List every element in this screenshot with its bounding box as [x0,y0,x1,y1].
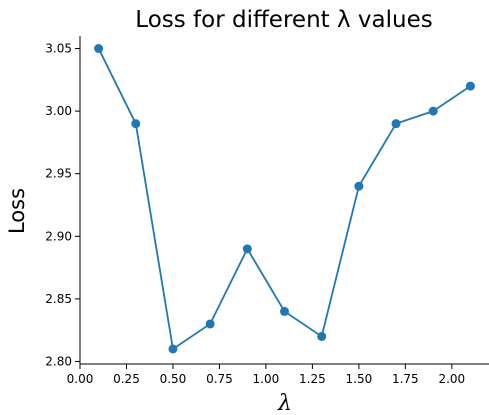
data-point [465,81,475,91]
chart-title: Loss for different λ values [135,7,432,33]
data-point [205,319,215,329]
y-tick-label: 2.80 [45,354,72,368]
x-tick-label: 1.00 [253,372,280,386]
data-point [280,306,289,316]
series-line [97,48,471,351]
x-tick-label: 1.75 [392,372,419,386]
data-point [354,181,364,191]
x-axis-label: λ [277,391,292,415]
y-tick-label: 2.90 [45,229,72,243]
x-tick-label: 0.25 [113,372,140,386]
x-tick-label: 2.00 [438,372,465,386]
y-tick-label: 3.00 [45,104,72,118]
data-point [242,244,252,254]
y-tick-label: 2.95 [45,167,72,181]
data-point [131,119,141,129]
y-axis-label: Loss [5,188,29,234]
x-tick-label: 1.25 [299,372,326,386]
data-point [428,106,438,116]
data-point [317,331,327,341]
y-tick-label: 2.85 [45,292,72,306]
y-ticks: 2.80 2.85 2.90 2.95 3.00 3.05 [45,42,80,368]
plot-area [94,44,475,354]
x-tick-label: 0.00 [67,372,94,386]
data-point [391,119,401,129]
data-point [168,344,178,354]
x-tick-label: 1.50 [346,372,373,386]
x-ticks: 0.00 0.25 0.50 0.75 1.00 1.25 1.50 1.75 2.00 [67,364,465,386]
x-tick-label: 0.50 [160,372,187,386]
data-point [94,44,104,54]
y-tick-label: 3.05 [45,42,72,56]
x-tick-label: 0.75 [206,372,233,386]
